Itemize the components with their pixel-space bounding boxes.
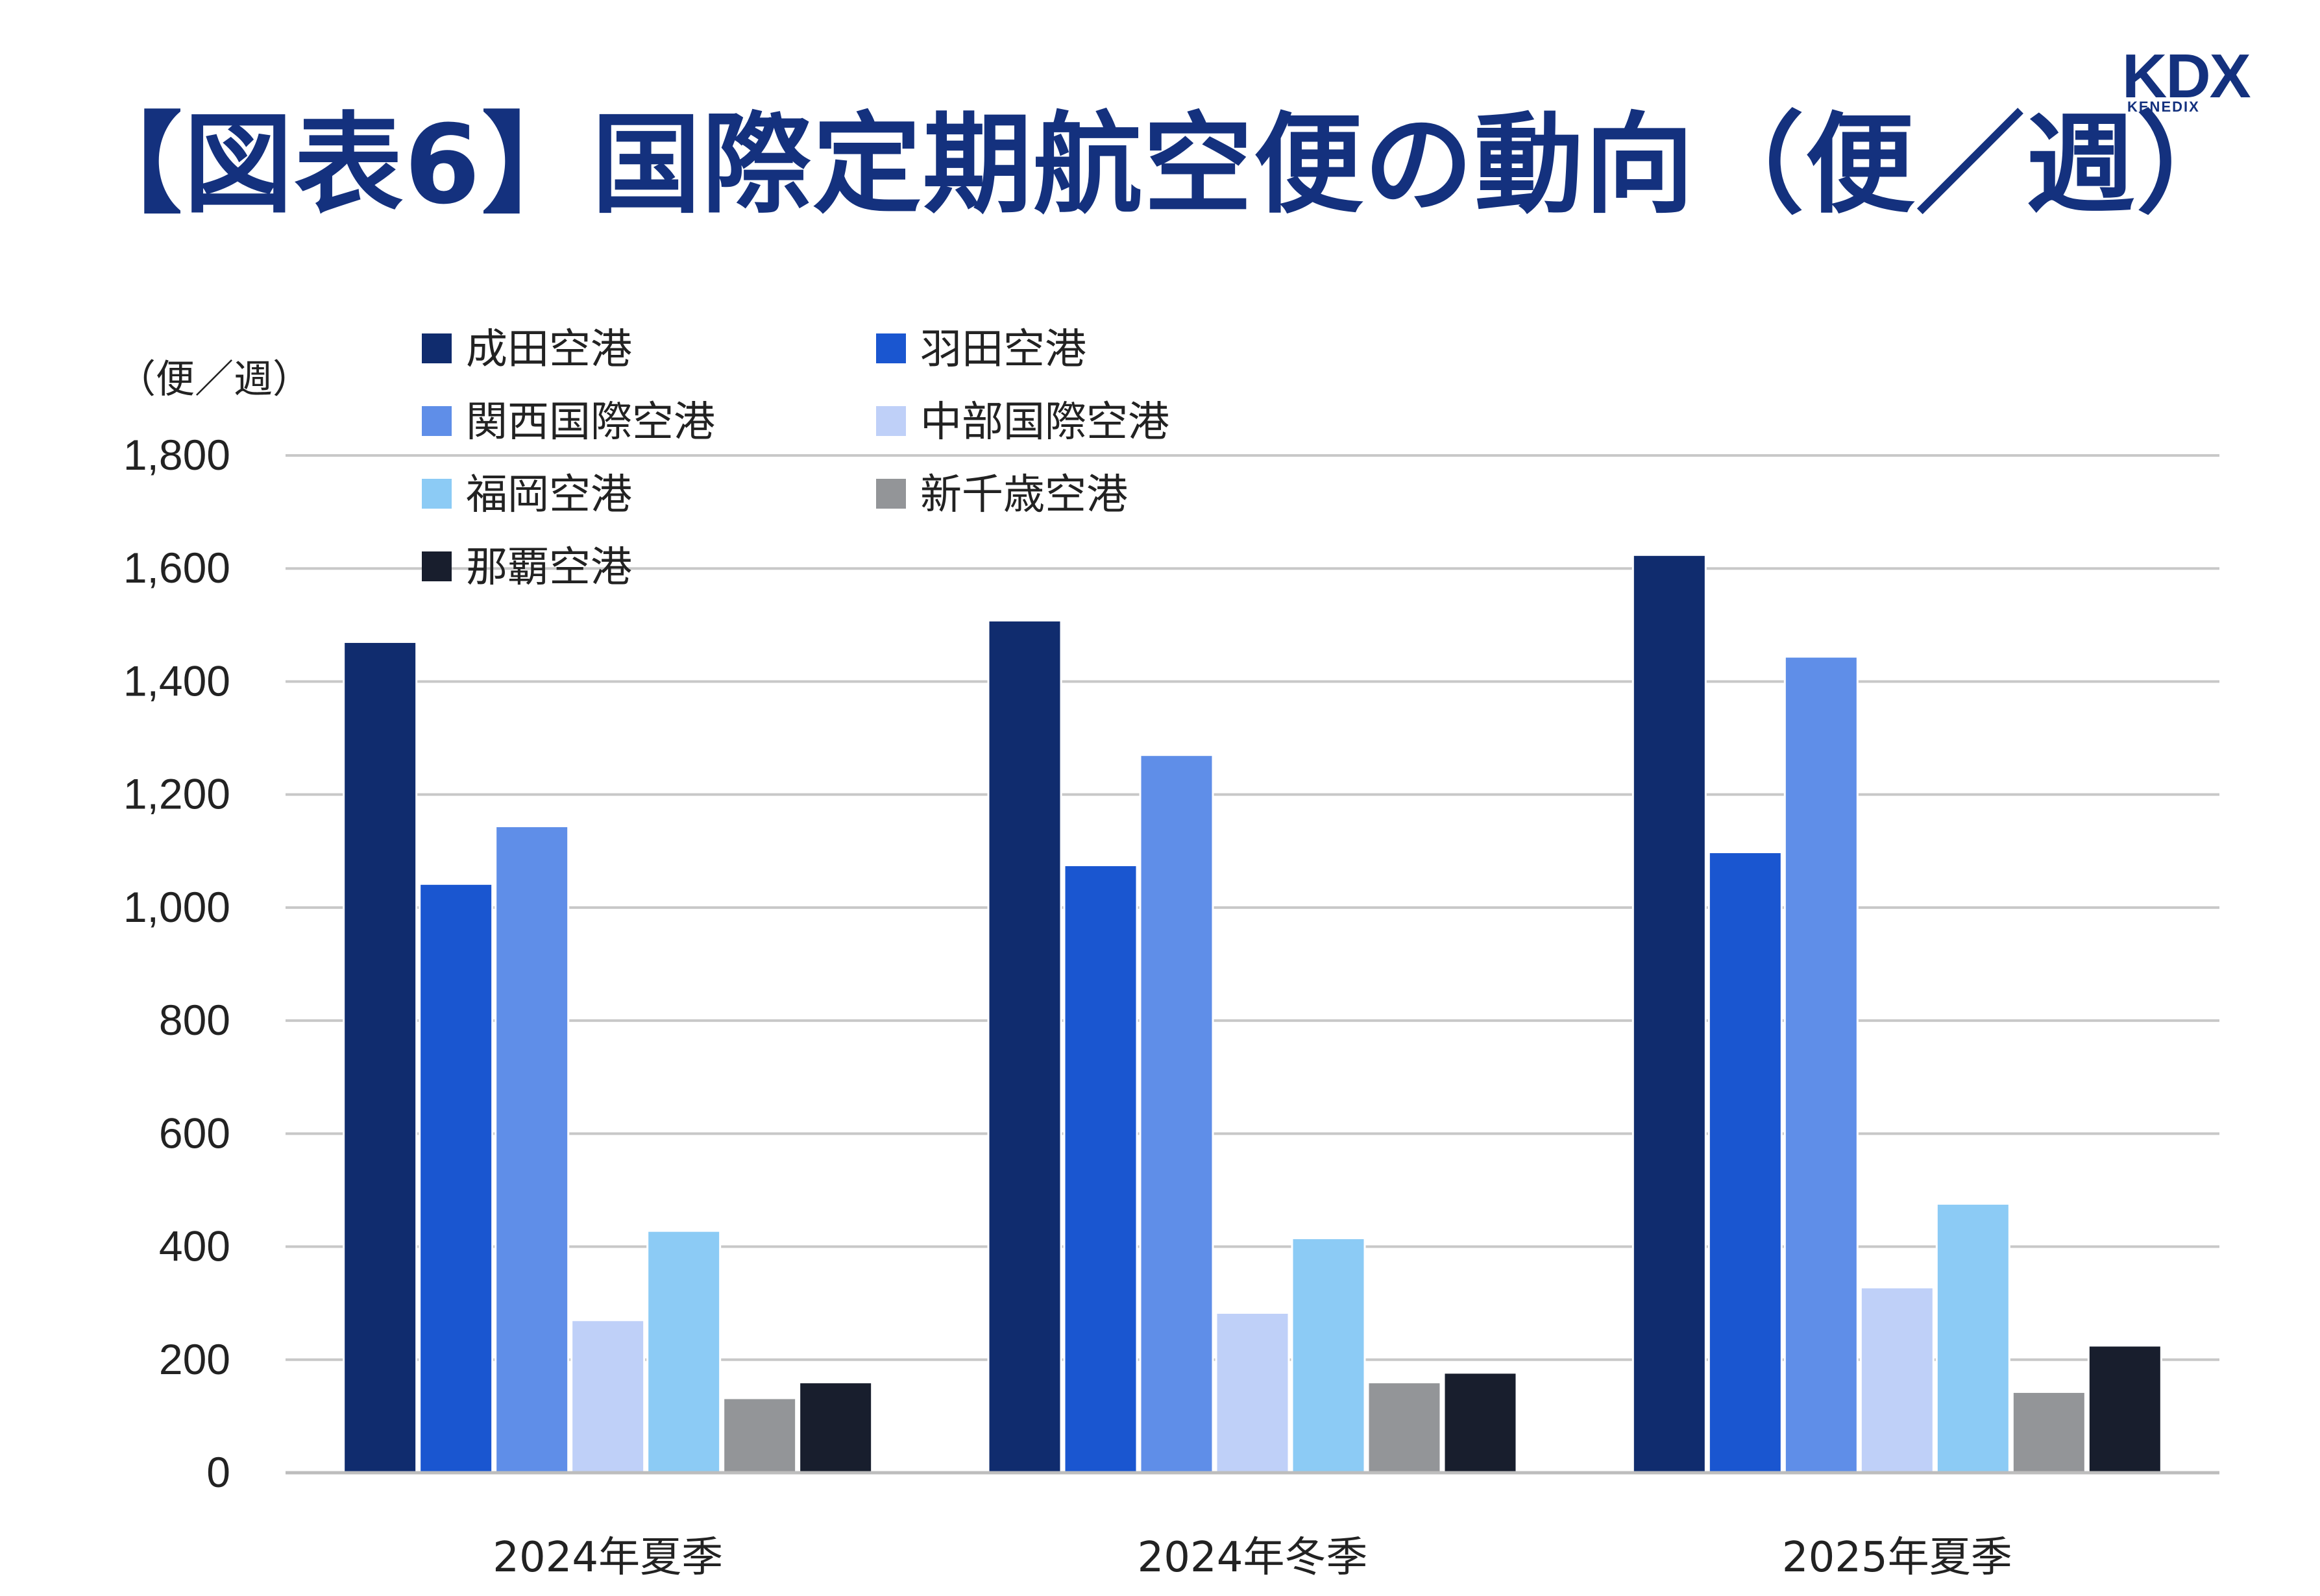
y-tick-label: 0 [206,1448,230,1496]
bar [1367,1381,1442,1474]
y-tick-label: 1,000 [123,883,230,931]
legend-label: 福岡空港 [466,471,632,519]
legend-label: 中部国際空港 [920,398,1169,446]
bar [987,619,1062,1474]
bar [495,825,570,1474]
bar [1935,1202,2010,1474]
y-tick-label: 800 [159,996,230,1044]
axes: 0 200 400 600 800 1,000 1,200 1,400 1,600 1,800 20… [123,431,2219,1582]
legend-swatch [876,333,906,363]
legend-label: 関西国際空港 [466,398,715,446]
bar [2011,1390,2086,1474]
bar [722,1397,798,1474]
y-tick-label: 600 [159,1109,230,1157]
legend-label: 新千歳空港 [920,471,1128,519]
bar [343,640,418,1474]
legend-swatch [422,551,452,581]
bar [419,882,494,1474]
bar [1631,553,1707,1474]
bar [2087,1344,2162,1474]
bar [1443,1372,1518,1474]
legend-swatch [876,406,906,436]
x-category-label: 2025年夏季 [1782,1534,2012,1582]
x-category-label: 2024年冬季 [1138,1534,1368,1582]
bars [343,553,2162,1474]
kdx-logo: KDX KENEDIX [2122,42,2281,115]
bar [1783,655,1859,1474]
x-category-label: 2024年夏季 [493,1534,723,1582]
legend-label: 那覇空港 [466,544,632,592]
legend-label: 成田空港 [466,326,632,374]
bar [646,1229,722,1474]
legend-label: 羽田空港 [920,326,1086,374]
logo-subtext: KENEDIX [2127,99,2200,115]
logo-wordmark: KDX [2122,42,2251,111]
chart-title: 【図表6】国際定期航空便の動向（便／週） [73,101,2247,228]
legend-swatch [422,479,452,509]
legend-swatch [422,406,452,436]
bar [570,1319,646,1474]
y-tick-label: 200 [159,1335,230,1383]
bar [1707,851,1783,1474]
y-tick-label: 1,600 [123,544,230,592]
bar [798,1381,873,1474]
bar [1063,864,1138,1474]
legend-swatch [422,333,452,363]
bar [1139,754,1214,1474]
y-axis-unit-label: （便／週） [117,357,311,402]
bar [1215,1311,1290,1474]
bar [1859,1286,1935,1474]
y-tick-label: 1,200 [123,770,230,818]
y-tick-label: 1,800 [123,431,230,479]
y-tick-label: 1,400 [123,657,230,705]
bar [1291,1237,1366,1474]
legend-swatch [876,479,906,509]
y-tick-label: 400 [159,1222,230,1270]
